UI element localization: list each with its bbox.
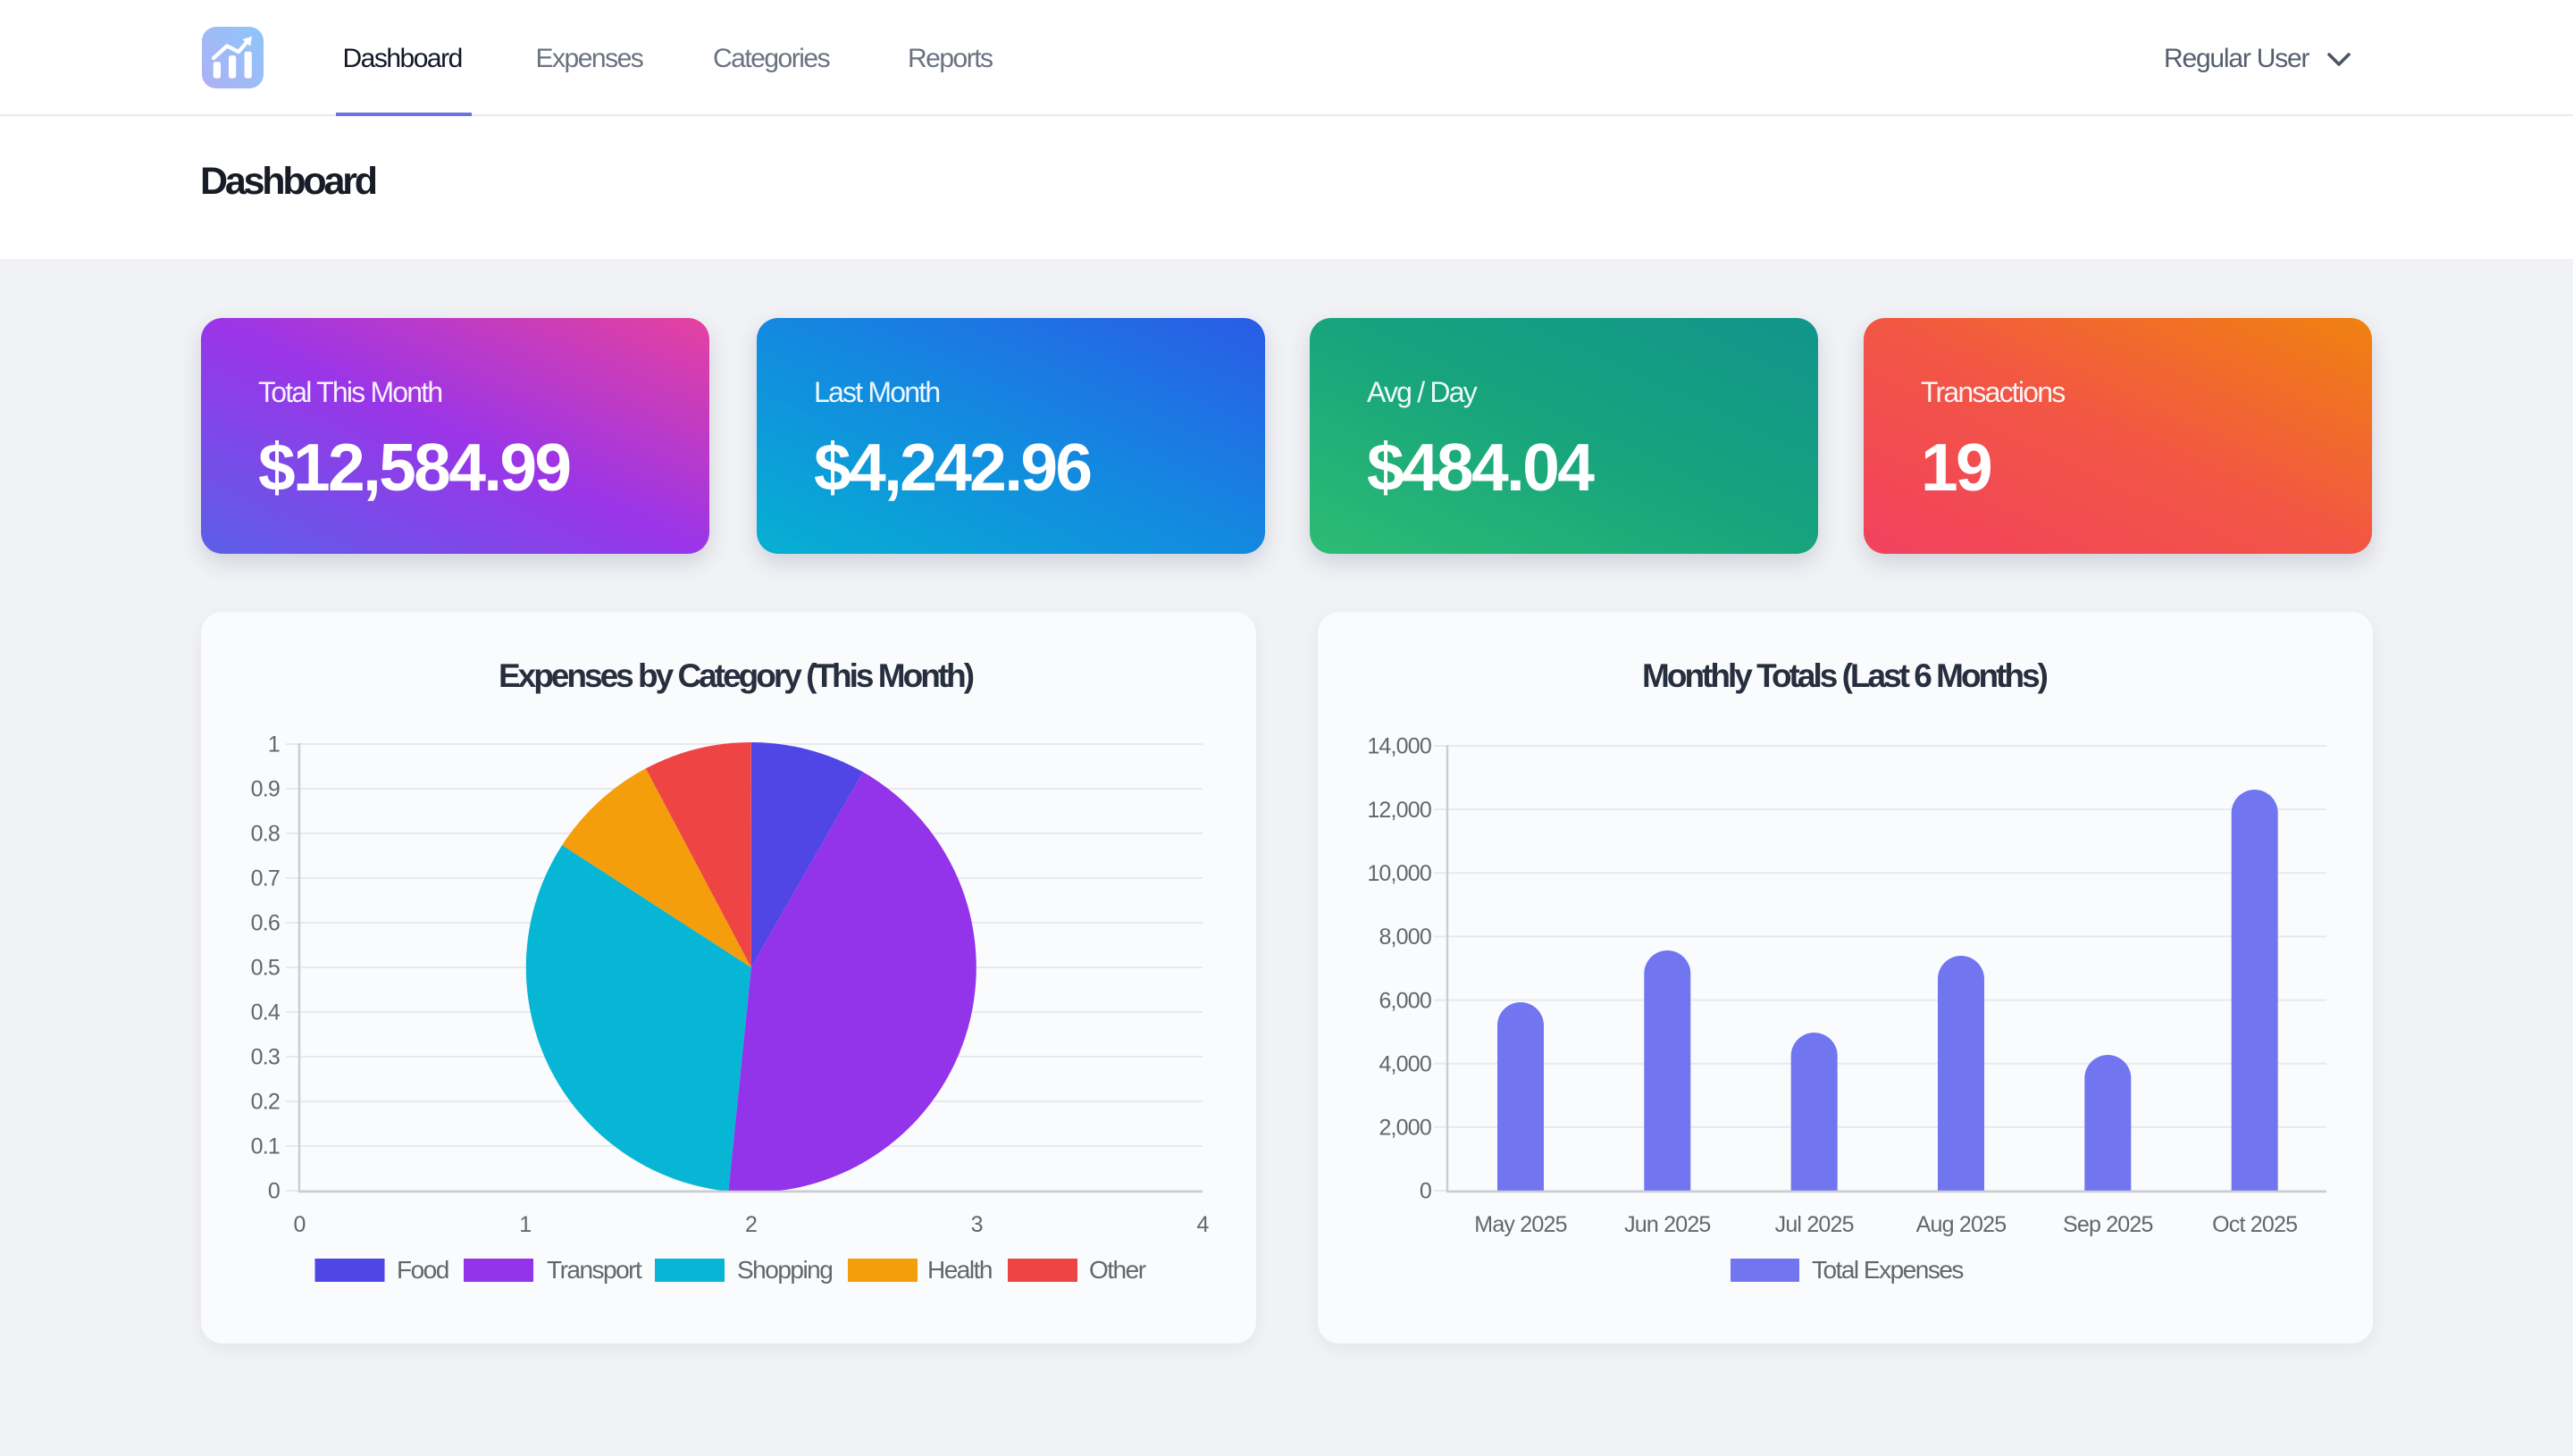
svg-text:3: 3 [971,1212,983,1237]
svg-text:Jul 2025: Jul 2025 [1775,1212,1854,1237]
svg-text:Shopping: Shopping [737,1256,832,1284]
svg-text:0.8: 0.8 [251,822,280,847]
svg-text:Sep 2025: Sep 2025 [2063,1212,2153,1237]
svg-text:2: 2 [745,1212,757,1237]
svg-text:6,000: 6,000 [1379,988,1431,1013]
svg-text:May 2025: May 2025 [1474,1212,1566,1237]
svg-text:Monthly Totals (Last 6 Months): Monthly Totals (Last 6 Months) [1642,657,2048,694]
svg-text:0: 0 [268,1179,280,1204]
svg-text:12,000: 12,000 [1367,798,1431,823]
svg-text:Food: Food [397,1256,448,1284]
svg-text:Expenses by Category (This Mon: Expenses by Category (This Month) [499,657,974,694]
svg-text:4: 4 [1196,1212,1209,1237]
svg-text:0.7: 0.7 [251,866,280,891]
svg-text:0.3: 0.3 [251,1045,280,1070]
svg-text:0.4: 0.4 [251,1000,281,1025]
svg-text:10,000: 10,000 [1367,861,1431,886]
svg-text:0.1: 0.1 [251,1134,280,1159]
svg-text:Transport: Transport [547,1256,642,1284]
svg-text:0.5: 0.5 [251,956,280,981]
svg-text:0.6: 0.6 [251,911,280,936]
svg-text:Other: Other [1089,1256,1146,1284]
svg-text:0.2: 0.2 [251,1090,280,1115]
svg-text:Health: Health [927,1256,992,1284]
svg-text:2,000: 2,000 [1379,1116,1431,1141]
svg-text:1: 1 [519,1212,531,1237]
svg-text:0: 0 [293,1212,305,1237]
svg-text:Oct 2025: Oct 2025 [2212,1212,2297,1237]
svg-text:0: 0 [1420,1179,1431,1204]
svg-text:Aug 2025: Aug 2025 [1916,1212,2007,1237]
svg-text:14,000: 14,000 [1367,734,1431,759]
svg-text:0.9: 0.9 [251,777,280,802]
svg-text:8,000: 8,000 [1379,925,1431,950]
svg-text:Jun 2025: Jun 2025 [1624,1212,1710,1237]
svg-text:Total Expenses: Total Expenses [1812,1256,1963,1284]
svg-text:1: 1 [268,732,280,757]
svg-text:4,000: 4,000 [1379,1051,1431,1076]
